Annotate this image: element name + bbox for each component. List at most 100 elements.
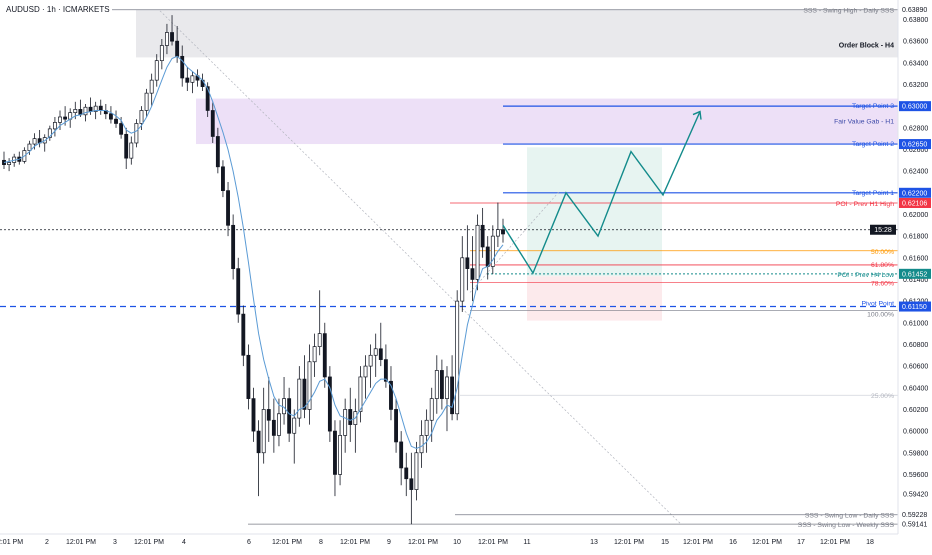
candle-body [501,229,505,235]
swing-low-weekly-label: SSS - Swing Low - Weekly SSS [798,522,895,529]
swing-low-daily-badge-bg [899,509,931,520]
candle-body [292,417,297,434]
price-tick-label: 0.62600 [903,147,928,154]
candle-body [241,313,246,356]
candle-body [221,166,225,191]
candle-body [358,376,363,412]
candle-body [409,478,414,490]
candle [180,45,185,87]
candle [292,409,297,464]
candle-body [27,143,32,151]
candle [302,355,307,419]
candle-body [333,430,337,475]
candle [394,398,398,453]
candle [190,71,195,94]
fvg-label: Fair Value Gab - H1 [834,119,894,126]
candle [501,218,505,243]
poi-h4-low-label: POI - Prev H4 Low [837,272,894,279]
time-tick-label: 12:01 PM [614,539,644,546]
candle-body [475,224,480,280]
candle-body [419,435,424,454]
candle [368,344,373,388]
pivot-point-label: Pivot Point [862,301,895,308]
candle [475,214,480,291]
target-2-label: Target Point 2 [852,141,894,148]
price-tick-label: 0.60400 [903,385,928,392]
candle [149,73,154,107]
price-tick-label: 0.63400 [903,60,928,67]
candle [159,38,164,70]
price-tick-label: 0.61600 [903,255,928,262]
candle-body [215,136,220,168]
candle [277,398,281,447]
candle-body [378,348,383,360]
price-tick-label: 0.63800 [903,17,928,24]
candle-body [165,32,169,46]
candle [338,420,342,486]
candle [195,69,200,87]
current-price-tag: 15:28 [874,227,892,234]
candle [37,129,42,148]
candle [439,359,444,410]
candle [322,322,327,388]
candle [383,344,388,388]
candle [348,387,353,442]
time-tick-label: 12:01 PM [272,539,302,546]
poi-h4-low-badge-bg [899,268,931,279]
candle-body [251,398,256,432]
candle [317,290,322,356]
time-tick-label: 9 [387,539,391,546]
candle [434,355,439,414]
candle [47,125,52,141]
candle-body [63,116,68,120]
candle [27,140,32,155]
candle [327,366,332,442]
candle-body [170,32,174,42]
candle-body [236,268,241,315]
candle [373,333,378,377]
fib-50-label: 50.00% [871,249,894,256]
candle [231,214,236,280]
swing-high-badge: 0.63890 [902,7,927,14]
candle-body [450,376,455,415]
time-tick-label: 3 [113,539,117,546]
time-tick-label: 12:01 PM [478,539,508,546]
candle-body [404,467,409,480]
candle-body [389,380,393,410]
candle [236,257,241,323]
pivot-point-badge: 0.61150 [902,304,927,311]
candle [333,420,337,497]
price-tick-label: 0.60800 [903,342,928,349]
candle-body [47,128,52,138]
candle-body [465,257,470,269]
target-1-badge: 0.62200 [902,190,927,197]
order-block-zone [136,9,898,58]
swing-low-daily-label: SSS - Swing Low - Daily SSS [805,513,895,520]
time-tick-label: 12:01 PM [134,539,164,546]
candle-body [98,105,103,111]
price-tick-label: 0.62000 [903,212,928,219]
candle-body [93,105,98,112]
candle-body [455,300,460,415]
candle-body [149,79,154,94]
candle-body [322,333,327,378]
candle [215,127,220,174]
price-tick-label: 0.62400 [903,169,928,176]
candle-body [256,430,261,454]
candle [2,151,6,169]
candle [409,452,414,525]
time-tick-label: 17 [797,539,805,546]
candle [109,106,113,124]
candle [154,54,159,87]
candle-body [190,75,195,83]
candle [210,101,215,143]
candle [389,366,393,421]
candle-body [470,268,475,280]
poi-h1-high-badge-bg [899,197,931,208]
fib-618-label: 61.80% [871,262,894,269]
candle-body [338,435,342,475]
time-tick-label: 12:01 PM [408,539,438,546]
time-tick-label: 16 [729,539,737,546]
candle-body [119,123,124,135]
target-2-badge: 0.62650 [902,142,927,149]
